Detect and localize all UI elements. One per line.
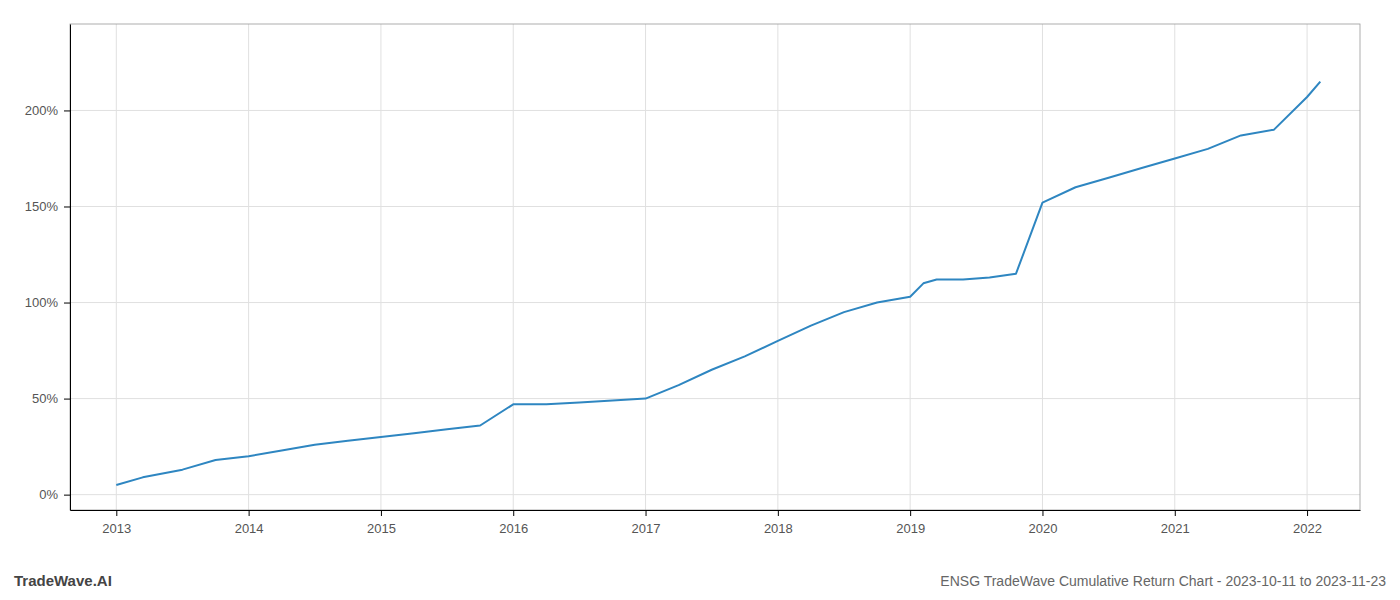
grid bbox=[70, 24, 1360, 510]
tick-label: 50% bbox=[32, 391, 58, 406]
tick-label: 2020 bbox=[1029, 521, 1058, 536]
tick-label: 2014 bbox=[235, 521, 264, 536]
tick-mark bbox=[1042, 510, 1043, 516]
tick: 2022 bbox=[1293, 510, 1322, 536]
line bbox=[116, 82, 1320, 485]
tick-mark bbox=[646, 510, 647, 516]
tick: 150% bbox=[25, 199, 70, 214]
tick: 2016 bbox=[499, 510, 528, 536]
tick-mark bbox=[778, 510, 779, 516]
plot-area bbox=[116, 82, 1320, 485]
axis-line bbox=[71, 510, 1361, 511]
grid-line bbox=[70, 206, 1360, 207]
tick: 50% bbox=[32, 391, 70, 406]
grid-line bbox=[513, 24, 514, 510]
tick: 2017 bbox=[632, 510, 661, 536]
tick-mark bbox=[1307, 510, 1308, 516]
tick-mark bbox=[64, 399, 70, 400]
tick-label: 2015 bbox=[367, 521, 396, 536]
tick-label: 2021 bbox=[1161, 521, 1190, 536]
tick: 2021 bbox=[1161, 510, 1190, 536]
tick-mark bbox=[249, 510, 250, 516]
grid-line bbox=[116, 24, 117, 510]
tick-label: 2019 bbox=[896, 521, 925, 536]
y-axis: 0% 50% 100% 150% 200% bbox=[25, 25, 71, 511]
grid-line bbox=[645, 24, 646, 510]
tick-label: 2017 bbox=[632, 521, 661, 536]
plot-frame bbox=[70, 24, 1360, 510]
grid-line bbox=[70, 110, 1360, 111]
tick-mark bbox=[64, 110, 70, 111]
tick: 2019 bbox=[896, 510, 925, 536]
grid-line bbox=[70, 398, 1360, 399]
tick-label: 2013 bbox=[102, 521, 131, 536]
tick-mark bbox=[381, 510, 382, 516]
tick: 200% bbox=[25, 103, 70, 118]
tick-mark bbox=[1175, 510, 1176, 516]
tick-label: 2022 bbox=[1293, 521, 1322, 536]
tick: 2015 bbox=[367, 510, 396, 536]
tick-mark bbox=[64, 206, 70, 207]
axis-line bbox=[70, 25, 71, 511]
tick-label: 150% bbox=[25, 199, 59, 214]
tick-mark bbox=[116, 510, 117, 516]
grid-line bbox=[70, 494, 1360, 495]
tick: 0% bbox=[39, 487, 70, 502]
tick-mark bbox=[513, 510, 514, 516]
title: ENSG TradeWave Cumulative Return Chart -… bbox=[940, 573, 1386, 589]
x-axis: 2013 2014 2015 2016 2017 2018 2019 2020 2021 2022 bbox=[71, 510, 1361, 536]
grid-line bbox=[910, 24, 911, 510]
tick-label: 0% bbox=[39, 487, 58, 502]
tick: 100% bbox=[25, 295, 70, 310]
tick-mark bbox=[64, 495, 70, 496]
tick-label: 2018 bbox=[764, 521, 793, 536]
tick-mark bbox=[910, 510, 911, 516]
tick: 2014 bbox=[235, 510, 264, 536]
tick-label: 2016 bbox=[499, 521, 528, 536]
tick-label: 100% bbox=[25, 295, 59, 310]
tick-mark bbox=[64, 303, 70, 304]
watermark: TradeWave.AI bbox=[14, 572, 112, 589]
grid-line bbox=[777, 24, 778, 510]
grid-line bbox=[248, 24, 249, 510]
grid-line bbox=[1174, 24, 1175, 510]
grid-line bbox=[70, 302, 1360, 303]
chart: 2013 2014 2015 2016 2017 2018 2019 2020 2021 2022… bbox=[0, 0, 1400, 600]
tick-label: 200% bbox=[25, 103, 59, 118]
tick: 2013 bbox=[102, 510, 131, 536]
tick: 2018 bbox=[764, 510, 793, 536]
grid-line bbox=[1042, 24, 1043, 510]
tick: 2020 bbox=[1029, 510, 1058, 536]
